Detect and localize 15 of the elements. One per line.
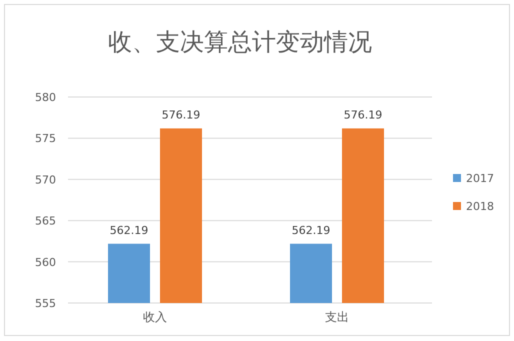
data-label: 576.19 [162, 108, 200, 122]
y-tick-label: 555 [35, 297, 56, 310]
data-label: 562.19 [292, 224, 330, 237]
y-tick-label: 570 [35, 173, 56, 186]
y-tick-label: 575 [35, 132, 56, 146]
legend-label: 2017 [466, 172, 494, 185]
data-label: 562.19 [110, 224, 148, 237]
y-tick-label: 580 [35, 91, 56, 104]
x-tick-label: 收入 [143, 310, 167, 324]
y-tick-label: 560 [35, 256, 56, 269]
chart-title: 收、支决算总计变动情况 [108, 28, 372, 56]
data-label: 576.19 [344, 108, 382, 122]
x-tick-label: 支出 [325, 310, 349, 324]
y-tick-label: 565 [35, 214, 56, 228]
legend-label: 2018 [466, 200, 494, 213]
